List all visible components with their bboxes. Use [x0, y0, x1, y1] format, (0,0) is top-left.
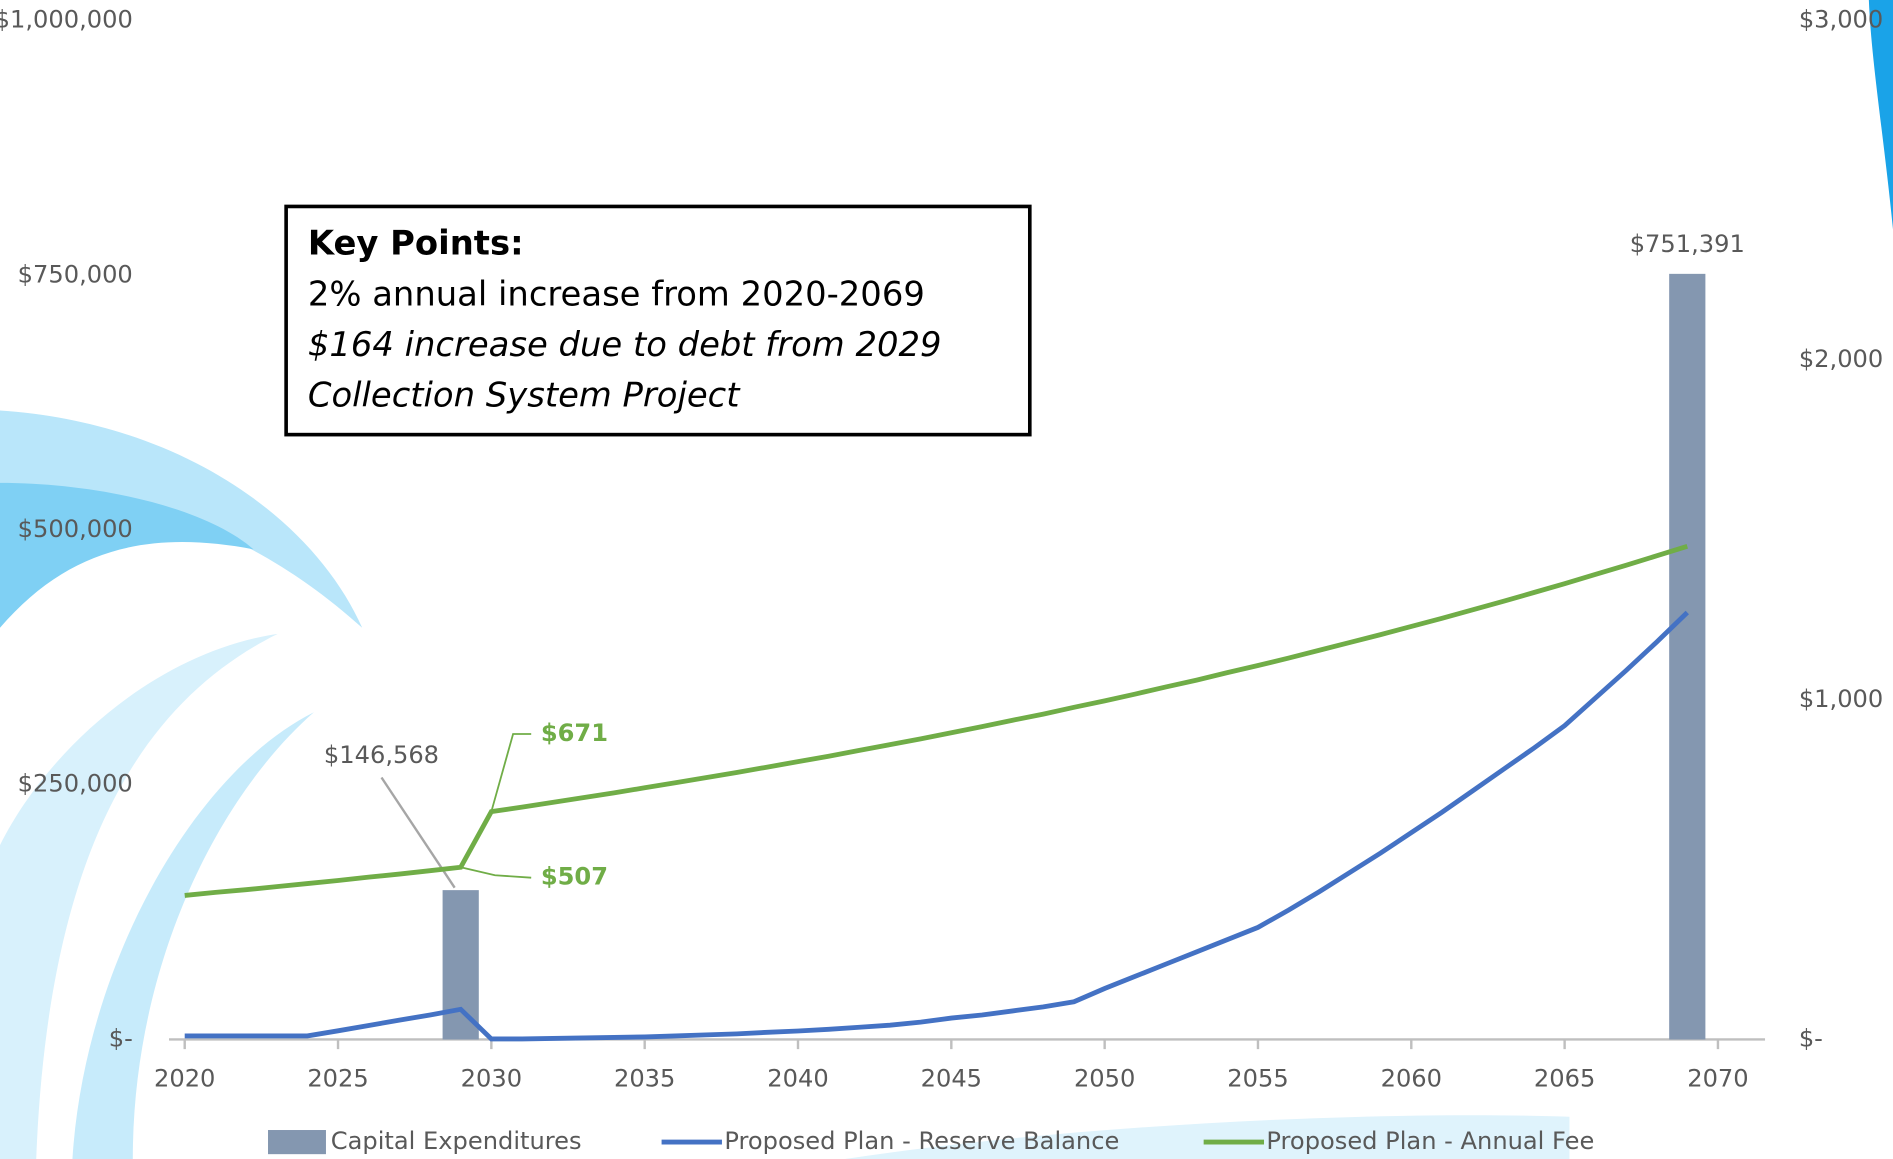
x-tick-label: 2050: [1074, 1064, 1135, 1092]
legend-label: Capital Expenditures: [331, 1127, 582, 1155]
x-tick-label: 2020: [154, 1064, 215, 1092]
leader-line: [460, 866, 532, 879]
y2-tick-label: $-: [1799, 1024, 1823, 1052]
box-line: Collection System Project: [308, 376, 741, 415]
line: [184, 543, 1688, 898]
leader-line: [490, 733, 532, 812]
data-label: $751,391: [1630, 230, 1745, 258]
legend-swatch: [268, 1130, 326, 1155]
y2-tick-label: $3,000: [1799, 6, 1883, 34]
data-label: $146,568: [324, 741, 439, 769]
x-tick-label: 2035: [614, 1064, 675, 1092]
x-tick-label: 2025: [307, 1064, 368, 1092]
box-line: $164 increase due to debt from 2029: [308, 325, 942, 364]
x-tick-label: 2055: [1227, 1064, 1288, 1092]
bar: [442, 890, 479, 1040]
y-tick-label: $-: [109, 1024, 133, 1052]
box-frame: [284, 204, 1032, 437]
line: [184, 610, 1689, 1042]
legend-label: Proposed Plan - Reserve Balance: [724, 1127, 1119, 1155]
data-label: $507: [541, 863, 608, 891]
box-title: Key Points:: [308, 224, 524, 263]
y2-tick-label: $1,000: [1799, 685, 1883, 713]
y-tick-label: $1,000,000: [0, 6, 133, 34]
x-tick-label: 2040: [767, 1064, 828, 1092]
y-tick-label: $750,000: [18, 260, 133, 288]
x-tick-label: 2030: [461, 1064, 522, 1092]
box-line: 2% annual increase from 2020-2069: [308, 274, 925, 313]
y-tick-label: $250,000: [18, 770, 133, 798]
y-tick-label: $500,000: [18, 515, 133, 543]
bar: [1669, 273, 1706, 1040]
x-tick-label: 2060: [1381, 1064, 1442, 1092]
y2-tick-label: $2,000: [1799, 345, 1883, 373]
x-tick-label: 2045: [921, 1064, 982, 1092]
data-label: $671: [541, 719, 608, 747]
legend-label: Proposed Plan - Annual Fee: [1266, 1127, 1594, 1155]
key-points-box: Key Points: 2% annual increase from 2020…: [284, 204, 1032, 437]
x-tick-label: 2065: [1534, 1064, 1595, 1092]
x-tick-label: 2070: [1687, 1064, 1748, 1092]
